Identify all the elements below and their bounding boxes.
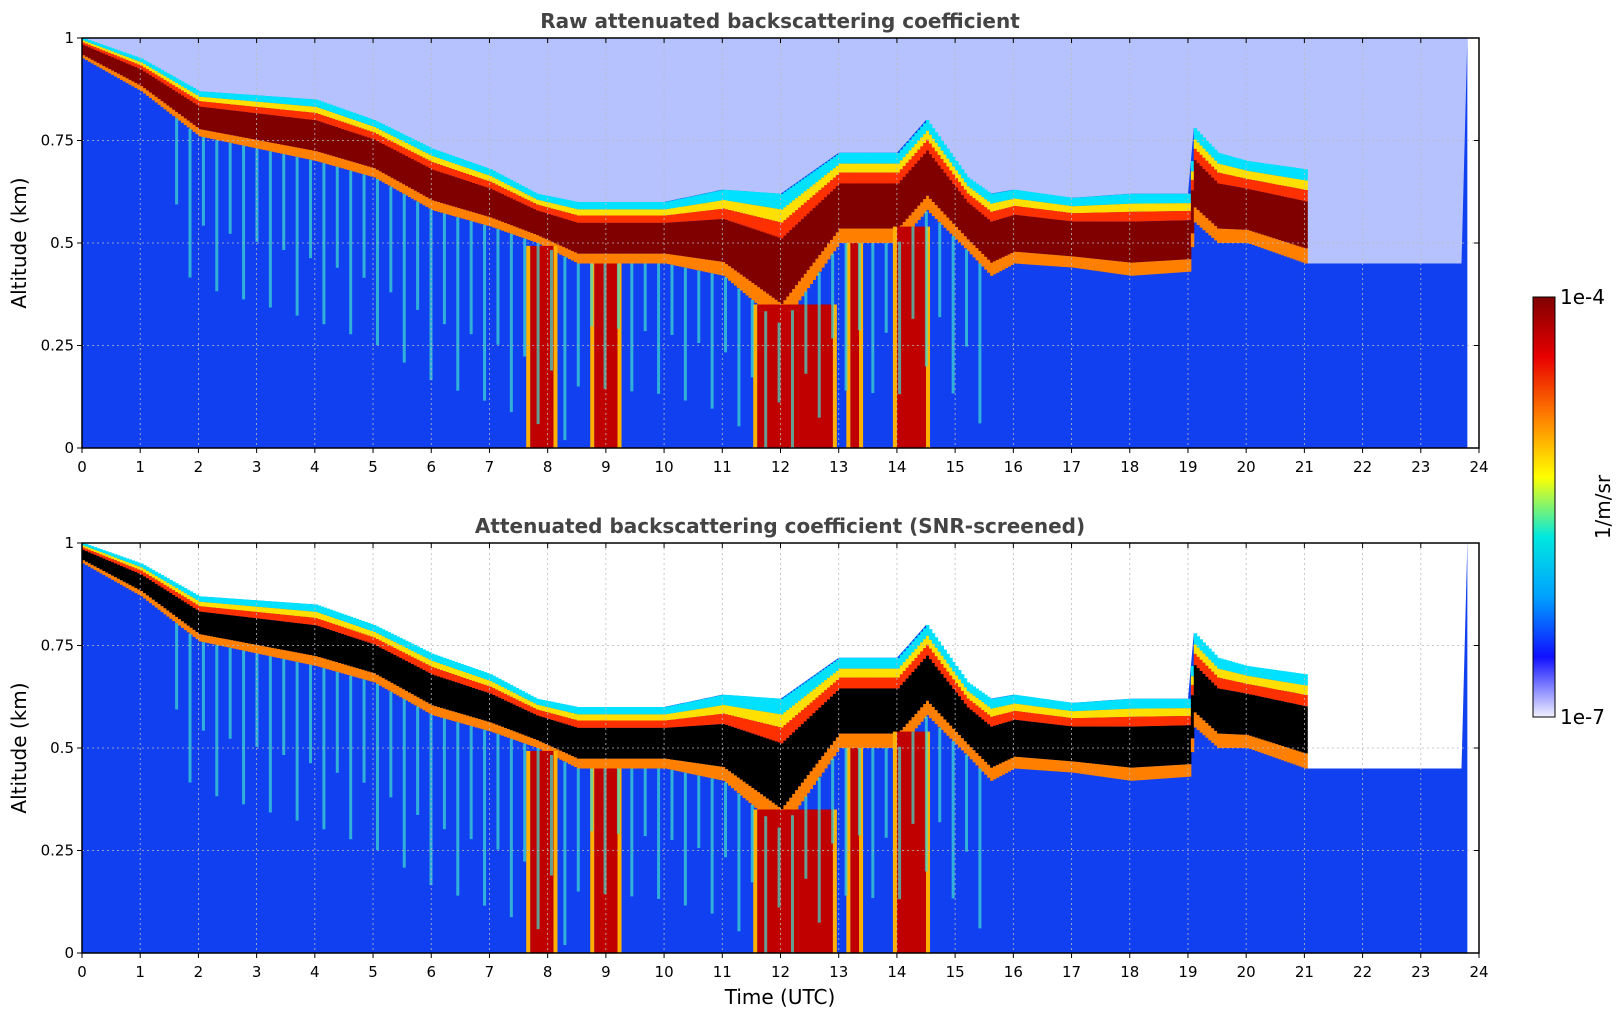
x-tick-label: 21 [1295, 458, 1314, 476]
x-tick-label: 16 [1004, 458, 1023, 476]
x-tick-label: 23 [1411, 458, 1430, 476]
raw-y-axis-label: Altitude (km) [7, 177, 31, 308]
y-tick-label: 0.25 [41, 337, 74, 355]
x-tick-label: 8 [543, 963, 553, 981]
x-tick-label: 12 [771, 458, 790, 476]
x-tick-label: 17 [1062, 963, 1081, 981]
colorbar-unit-label: 1/m/sr [1591, 474, 1615, 539]
virga-streaks [175, 118, 982, 448]
x-tick-label: 21 [1295, 963, 1314, 981]
x-tick-label: 14 [887, 963, 906, 981]
y-tick-label: 1 [64, 29, 74, 47]
x-tick-label: 8 [543, 458, 553, 476]
raw-heatmap [82, 38, 1468, 448]
x-tick-label: 11 [713, 458, 732, 476]
precipitation-streaks [526, 731, 931, 953]
x-tick-label: 7 [485, 963, 495, 981]
y-tick-label: 0 [64, 439, 74, 457]
x-tick-label: 22 [1353, 458, 1372, 476]
x-tick-label: 24 [1469, 963, 1488, 981]
x-tick-label: 13 [829, 963, 848, 981]
screened-x-ticks: 0 1 2 3 4 5 6 7 8 9 10 11 12 13 14 15 16 17 18 19 20 21 22 23 24 [77, 543, 1489, 981]
x-tick-label: 1 [135, 458, 145, 476]
x-tick-label: 9 [601, 963, 611, 981]
x-tick-label: 0 [77, 963, 87, 981]
screened-backscatter-panel: Attenuated backscattering coefficient (S… [7, 514, 1489, 1009]
x-tick-label: 16 [1004, 963, 1023, 981]
y-tick-label: 0.75 [41, 132, 74, 150]
x-tick-label: 10 [655, 458, 674, 476]
screened-y-ticks: 0 0.25 0.5 0.75 1 [41, 534, 1479, 962]
raw-panel-title: Raw attenuated backscattering coefficien… [540, 9, 1020, 33]
colorbar-max-label: 1e-4 [1560, 285, 1605, 309]
colorbar-min-label: 1e-7 [1560, 705, 1605, 729]
x-tick-label: 9 [601, 458, 611, 476]
raw-grid [81, 37, 1480, 449]
x-tick-label: 19 [1178, 458, 1197, 476]
upper-noise-region [82, 38, 1468, 264]
raw-backscatter-panel: Raw attenuated backscattering coefficien… [7, 9, 1489, 476]
x-tick-label: 2 [194, 963, 204, 981]
raw-x-ticks: 0 1 2 3 4 5 6 7 8 9 10 11 12 13 14 15 16 17 18 19 20 21 22 23 24 [77, 38, 1489, 476]
screened-panel-title: Attenuated backscattering coefficient (S… [475, 514, 1085, 538]
y-tick-label: 0 [64, 944, 74, 962]
x-tick-label: 7 [485, 458, 495, 476]
x-tick-label: 4 [310, 458, 320, 476]
screened-heatmap [82, 543, 1468, 953]
x-tick-label: 5 [368, 963, 378, 981]
x-tick-label: 23 [1411, 963, 1430, 981]
y-tick-label: 0.75 [41, 637, 74, 655]
cloud-layer [82, 543, 1308, 830]
x-tick-label: 24 [1469, 458, 1488, 476]
x-tick-label: 15 [946, 458, 965, 476]
x-tick-label: 0 [77, 458, 87, 476]
y-tick-label: 1 [64, 534, 74, 552]
x-tick-label: 2 [194, 458, 204, 476]
x-tick-label: 6 [426, 963, 436, 981]
x-tick-label: 13 [829, 458, 848, 476]
x-tick-label: 19 [1178, 963, 1197, 981]
y-tick-label: 0.25 [41, 842, 74, 860]
raw-y-ticks: 0 0.25 0.5 0.75 1 [41, 29, 1479, 457]
x-tick-label: 20 [1237, 963, 1256, 981]
cloud-layer [82, 38, 1308, 325]
x-tick-label: 18 [1120, 458, 1139, 476]
x-tick-label: 17 [1062, 458, 1081, 476]
y-tick-label: 0.5 [50, 739, 74, 757]
x-tick-label: 4 [310, 963, 320, 981]
x-tick-label: 10 [655, 963, 674, 981]
x-tick-label: 12 [771, 963, 790, 981]
x-tick-label: 18 [1120, 963, 1139, 981]
x-tick-label: 22 [1353, 963, 1372, 981]
x-tick-label: 14 [887, 458, 906, 476]
x-axis-label: Time (UTC) [724, 985, 836, 1009]
x-tick-label: 6 [426, 458, 436, 476]
x-tick-label: 20 [1237, 458, 1256, 476]
y-tick-label: 0.5 [50, 234, 74, 252]
x-tick-label: 1 [135, 963, 145, 981]
x-tick-label: 15 [946, 963, 965, 981]
x-tick-label: 3 [252, 963, 262, 981]
x-tick-label: 5 [368, 458, 378, 476]
virga-streaks [175, 623, 982, 953]
x-tick-label: 3 [252, 458, 262, 476]
screened-y-axis-label: Altitude (km) [7, 682, 31, 813]
colorbar-bar [1532, 296, 1556, 718]
upper-noise-region [82, 543, 1468, 769]
x-tick-label: 11 [713, 963, 732, 981]
colorbar: 1e-4 1e-7 1/m/sr [1532, 285, 1615, 729]
